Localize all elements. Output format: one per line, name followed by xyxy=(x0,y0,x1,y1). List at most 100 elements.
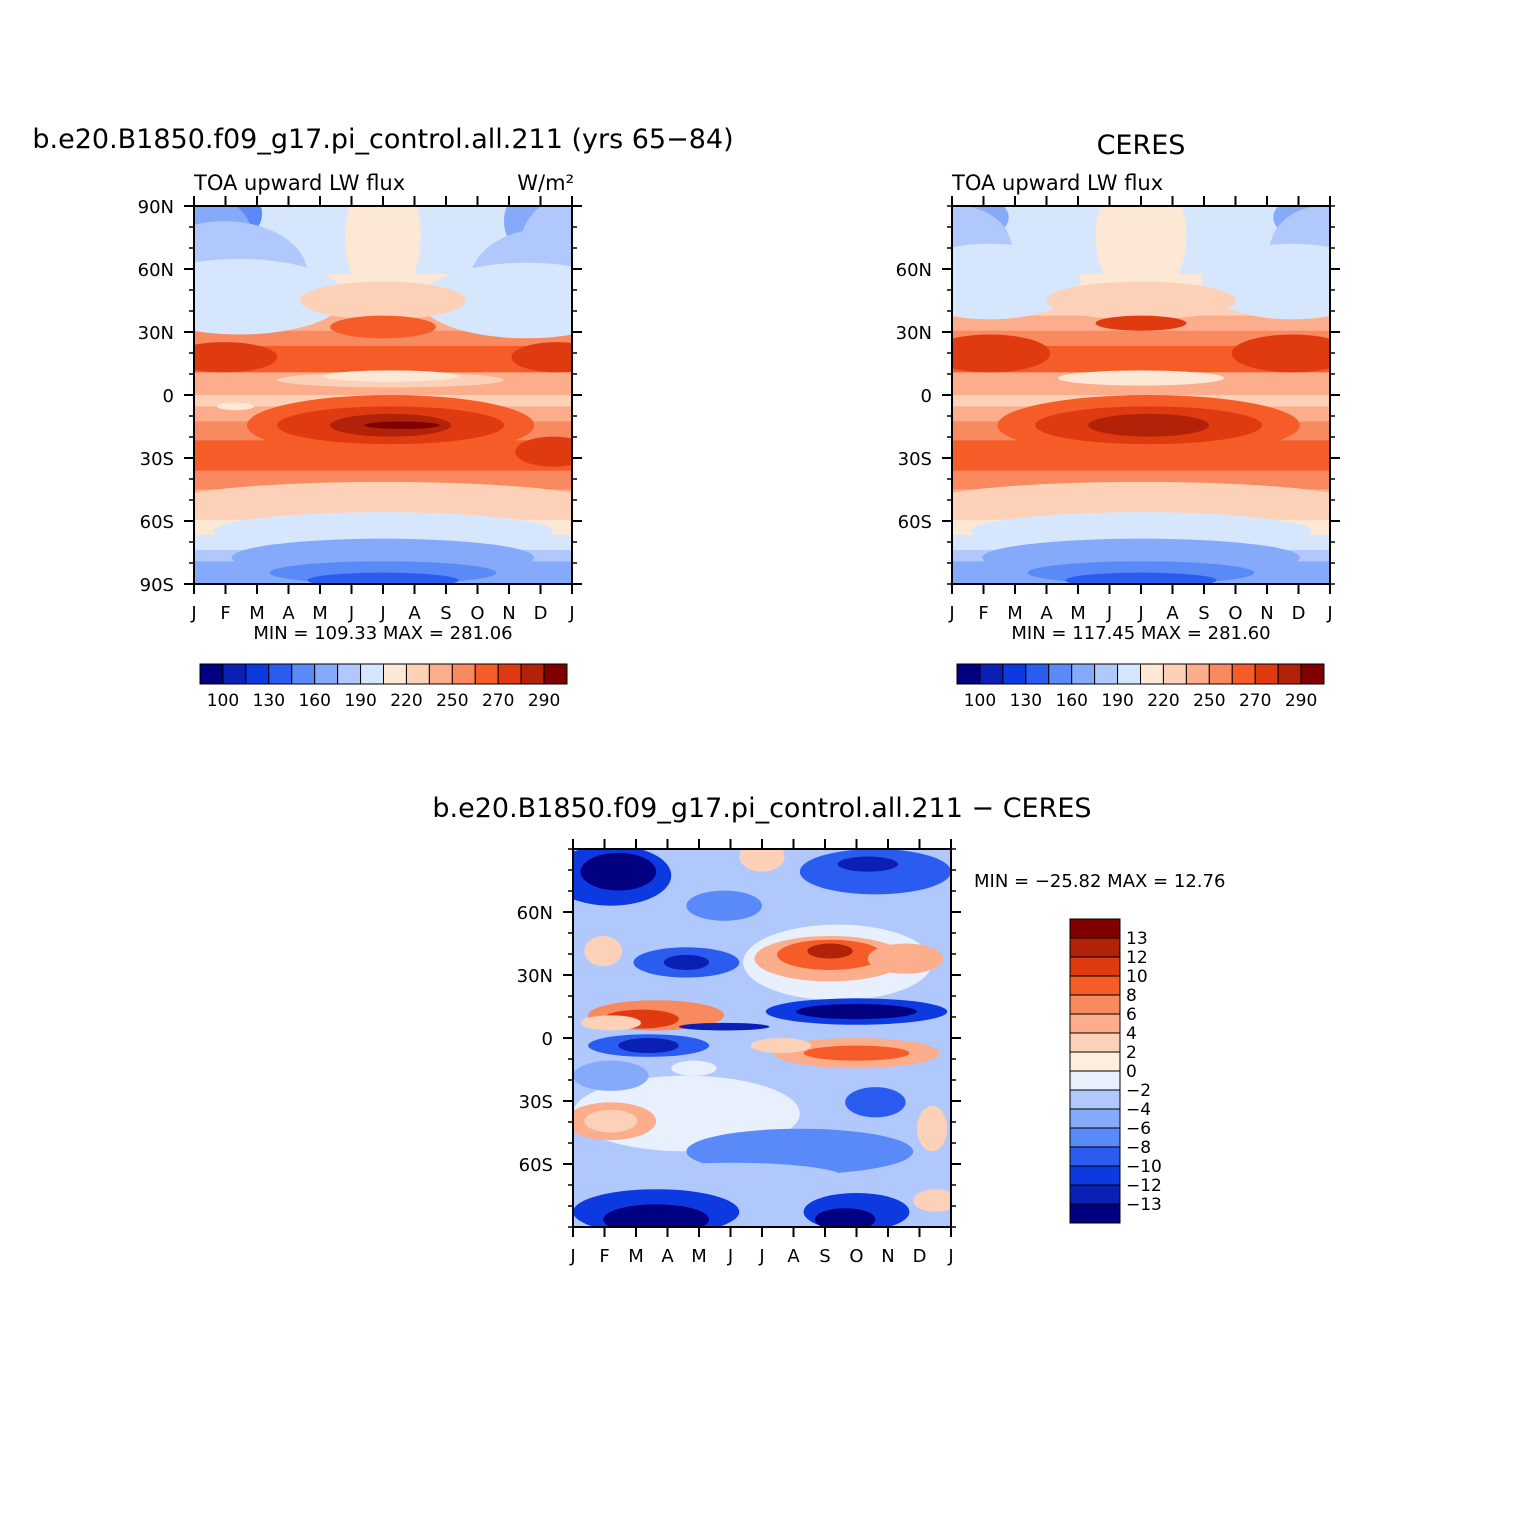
contour-region xyxy=(678,1022,770,1031)
contour-region xyxy=(807,943,853,959)
obs-panel: CERES TOA upward LW flux 60N 30N 0 30S 60S J F… xyxy=(896,130,1340,711)
contour-region xyxy=(345,206,421,305)
contour-region xyxy=(1065,572,1217,584)
colorbar-swatch xyxy=(1140,663,1164,685)
x-tick-label: A xyxy=(1166,603,1179,624)
x-tick-label: J xyxy=(727,1246,733,1267)
colorbar-swatch xyxy=(1069,1146,1121,1167)
colorbar-label: 160 xyxy=(298,691,330,711)
contour-region xyxy=(952,334,1051,373)
y-tick-label: 60S xyxy=(140,512,174,533)
colorbar-label: −6 xyxy=(1126,1119,1151,1139)
obs-minmax: MIN = 117.45 MAX = 281.60 xyxy=(1011,623,1270,644)
y-tick-label: 90S xyxy=(140,575,174,596)
colorbar-swatch xyxy=(405,663,430,685)
contour-region xyxy=(913,1189,951,1212)
x-tick-label: S xyxy=(1198,603,1209,624)
colorbar-swatch xyxy=(1300,663,1325,685)
diff-main-title: b.e20.B1850.f09_g17.pi_control.all.211 −… xyxy=(432,793,1091,824)
colorbar-swatch xyxy=(979,663,1004,685)
contour-region xyxy=(952,481,1330,520)
colorbar-swatch xyxy=(1071,663,1096,685)
x-tick-label: J xyxy=(379,603,385,624)
contour-band xyxy=(952,330,1330,347)
contour-region xyxy=(618,1162,846,1193)
colorbar-label: 220 xyxy=(390,691,422,711)
x-tick-label: J xyxy=(569,1246,575,1267)
y-tick-label: 0 xyxy=(163,386,174,407)
x-tick-label: O xyxy=(470,603,484,624)
obs-colorbar: 100 130 160 190 220 250 270 290 xyxy=(956,663,1325,711)
contour-region xyxy=(420,262,572,339)
colorbar-swatch xyxy=(1048,663,1073,685)
colorbar-swatch xyxy=(543,663,568,685)
contour-region xyxy=(322,370,459,382)
colorbar-label: 8 xyxy=(1126,986,1137,1006)
x-tick-label: N xyxy=(881,1246,894,1267)
y-tick-label: 0 xyxy=(921,386,932,407)
contour-band xyxy=(194,330,572,347)
x-tick-label: A xyxy=(282,603,295,624)
colorbar-label: 190 xyxy=(1101,691,1133,711)
contour-region xyxy=(686,890,762,921)
x-tick-label: F xyxy=(978,603,988,624)
contour-region xyxy=(845,1087,906,1118)
colorbar-swatch xyxy=(1277,663,1302,685)
x-tick-label: A xyxy=(787,1246,800,1267)
x-tick-label: O xyxy=(849,1246,863,1267)
contour-region xyxy=(837,856,899,872)
x-tick-label: M xyxy=(628,1246,644,1267)
colorbar-label: 270 xyxy=(1239,691,1271,711)
colorbar-swatch xyxy=(428,663,453,685)
y-tick-label: 30S xyxy=(140,449,174,470)
colorbar-swatch xyxy=(451,663,476,685)
contour-region xyxy=(212,512,554,550)
colorbar-swatch xyxy=(1025,663,1050,685)
y-tick-label: 60N xyxy=(517,903,553,924)
x-tick-label: D xyxy=(534,603,548,624)
contour-region xyxy=(580,852,657,891)
y-tick-label: 30N xyxy=(517,966,553,987)
contour-region xyxy=(194,481,572,520)
colorbar-swatch xyxy=(1094,663,1119,685)
contour-region xyxy=(671,1060,717,1076)
y-tick-label: 0 xyxy=(542,1029,553,1050)
colorbar-label: 290 xyxy=(528,691,560,711)
contour-region xyxy=(663,954,710,970)
colorbar-label: 0 xyxy=(1126,1062,1137,1082)
colorbar-label: 2 xyxy=(1126,1043,1137,1063)
colorbar-label: 130 xyxy=(1010,691,1042,711)
colorbar-label: 100 xyxy=(964,691,996,711)
colorbar-swatch xyxy=(1069,937,1121,958)
model-contour-field xyxy=(194,206,572,584)
colorbar-label: −4 xyxy=(1126,1100,1151,1120)
contour-region xyxy=(952,243,1081,320)
y-tick-label: 30S xyxy=(519,1092,553,1113)
colorbar-label: 130 xyxy=(253,691,285,711)
x-tick-label: D xyxy=(913,1246,927,1267)
contour-region xyxy=(1201,243,1330,320)
x-tick-label: J xyxy=(947,1246,953,1267)
x-tick-label: J xyxy=(568,603,574,624)
contour-region xyxy=(299,281,467,320)
colorbar-swatch xyxy=(383,663,407,685)
colorbar-label: 220 xyxy=(1147,691,1179,711)
colorbar-swatch xyxy=(360,663,384,685)
contour-region xyxy=(799,849,951,895)
model-minmax: MIN = 109.33 MAX = 281.06 xyxy=(253,623,512,644)
model-main-title: b.e20.B1850.f09_g17.pi_control.all.211 (… xyxy=(32,124,733,155)
obs-main-title: CERES xyxy=(1097,130,1186,161)
colorbar-label: −13 xyxy=(1126,1195,1162,1215)
colorbar-swatch xyxy=(1069,1203,1121,1224)
colorbar-label: 250 xyxy=(1193,691,1225,711)
model-colorbar: 100 130 160 190 220 250 270 290 xyxy=(199,663,568,711)
contour-region xyxy=(970,512,1312,550)
y-tick-label: 60N xyxy=(896,260,932,281)
x-tick-label: N xyxy=(502,603,515,624)
colorbar-label: 160 xyxy=(1055,691,1087,711)
x-tick-label: M xyxy=(691,1246,707,1267)
colorbar-label: 290 xyxy=(1285,691,1317,711)
